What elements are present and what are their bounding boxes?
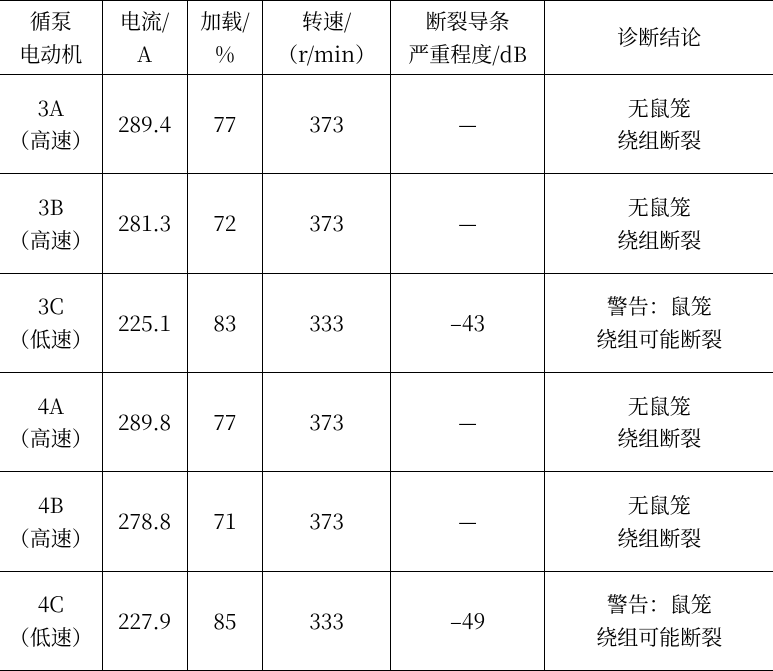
cell-diagnosis: 无鼠笼 绕组断裂 bbox=[545, 174, 773, 273]
cell-current: 278.8 bbox=[102, 472, 187, 571]
cell-speed: 333 bbox=[263, 273, 391, 372]
col-header-speed-l2: （r/min） bbox=[265, 38, 388, 71]
table-row: 4B （高速） 278.8 71 373 — 无鼠笼 绕组断裂 bbox=[0, 472, 773, 571]
col-header-diagnosis: 诊断结论 bbox=[545, 1, 773, 75]
cell-motor: 4A （高速） bbox=[0, 373, 102, 472]
col-header-load: 加载/ % bbox=[187, 1, 263, 75]
cell-diagnosis-l2: 绕组断裂 bbox=[547, 522, 771, 555]
cell-severity: — bbox=[390, 75, 545, 174]
cell-motor: 3C （低速） bbox=[0, 273, 102, 372]
cell-motor-l2: （高速） bbox=[2, 124, 100, 157]
cell-severity: –43 bbox=[390, 273, 545, 372]
cell-current: 289.8 bbox=[102, 373, 187, 472]
cell-motor: 3A （高速） bbox=[0, 75, 102, 174]
cell-load: 71 bbox=[187, 472, 263, 571]
cell-severity: — bbox=[390, 174, 545, 273]
cell-current: 227.9 bbox=[102, 571, 187, 670]
cell-diagnosis: 无鼠笼 绕组断裂 bbox=[545, 373, 773, 472]
col-header-speed: 转速/ （r/min） bbox=[263, 1, 391, 75]
col-header-speed-l1: 转速/ bbox=[265, 5, 388, 38]
cell-diagnosis-l2: 绕组可能断裂 bbox=[547, 621, 771, 654]
cell-motor-l1: 4C bbox=[2, 588, 100, 621]
col-header-current-l1: 电流/ bbox=[105, 5, 185, 38]
cell-speed: 373 bbox=[263, 373, 391, 472]
motor-diagnosis-table: 循泵 电动机 电流/ A 加载/ % 转速/ （r/min） 断裂导条 严重程度… bbox=[0, 0, 773, 671]
cell-motor-l2: （高速） bbox=[2, 422, 100, 455]
cell-severity: — bbox=[390, 472, 545, 571]
cell-motor-l1: 3A bbox=[2, 92, 100, 125]
cell-diagnosis-l1: 警告：鼠笼 bbox=[547, 588, 771, 621]
cell-diagnosis-l2: 绕组断裂 bbox=[547, 422, 771, 455]
cell-diagnosis: 无鼠笼 绕组断裂 bbox=[545, 472, 773, 571]
col-header-motor-l1: 循泵 bbox=[2, 5, 100, 38]
cell-diagnosis-l1: 无鼠笼 bbox=[547, 92, 771, 125]
cell-motor-l1: 3C bbox=[2, 290, 100, 323]
cell-load: 77 bbox=[187, 75, 263, 174]
table-row: 4C （低速） 227.9 85 333 –49 警告：鼠笼 绕组可能断裂 bbox=[0, 571, 773, 670]
cell-motor-l1: 3B bbox=[2, 191, 100, 224]
cell-load: 83 bbox=[187, 273, 263, 372]
col-header-current-l2: A bbox=[105, 38, 185, 71]
col-header-severity: 断裂导条 严重程度/dB bbox=[390, 1, 545, 75]
col-header-severity-l2: 严重程度/dB bbox=[393, 38, 543, 71]
cell-diagnosis-l1: 无鼠笼 bbox=[547, 489, 771, 522]
cell-diagnosis: 警告：鼠笼 绕组可能断裂 bbox=[545, 273, 773, 372]
table-row: 3B （高速） 281.3 72 373 — 无鼠笼 绕组断裂 bbox=[0, 174, 773, 273]
col-header-load-l2: % bbox=[190, 38, 261, 71]
cell-diagnosis-l2: 绕组断裂 bbox=[547, 124, 771, 157]
table-row: 3A （高速） 289.4 77 373 — 无鼠笼 绕组断裂 bbox=[0, 75, 773, 174]
col-header-severity-l1: 断裂导条 bbox=[393, 5, 543, 38]
cell-load: 77 bbox=[187, 373, 263, 472]
col-header-load-l1: 加载/ bbox=[190, 5, 261, 38]
cell-current: 289.4 bbox=[102, 75, 187, 174]
table-header-row: 循泵 电动机 电流/ A 加载/ % 转速/ （r/min） 断裂导条 严重程度… bbox=[0, 1, 773, 75]
cell-speed: 373 bbox=[263, 75, 391, 174]
table-row: 4A （高速） 289.8 77 373 — 无鼠笼 绕组断裂 bbox=[0, 373, 773, 472]
cell-diagnosis-l2: 绕组断裂 bbox=[547, 224, 771, 257]
cell-speed: 373 bbox=[263, 174, 391, 273]
cell-motor-l2: （低速） bbox=[2, 621, 100, 654]
cell-motor: 4C （低速） bbox=[0, 571, 102, 670]
cell-diagnosis: 无鼠笼 绕组断裂 bbox=[545, 75, 773, 174]
cell-motor-l1: 4A bbox=[2, 390, 100, 423]
cell-severity: –49 bbox=[390, 571, 545, 670]
cell-motor-l1: 4B bbox=[2, 489, 100, 522]
cell-motor-l2: （高速） bbox=[2, 522, 100, 555]
cell-motor-l2: （低速） bbox=[2, 323, 100, 356]
cell-diagnosis-l2: 绕组可能断裂 bbox=[547, 323, 771, 356]
cell-load: 72 bbox=[187, 174, 263, 273]
cell-motor-l2: （高速） bbox=[2, 224, 100, 257]
cell-diagnosis-l1: 警告：鼠笼 bbox=[547, 290, 771, 323]
cell-speed: 333 bbox=[263, 571, 391, 670]
cell-speed: 373 bbox=[263, 472, 391, 571]
col-header-diagnosis-l1: 诊断结论 bbox=[617, 22, 701, 52]
cell-diagnosis: 警告：鼠笼 绕组可能断裂 bbox=[545, 571, 773, 670]
cell-current: 225.1 bbox=[102, 273, 187, 372]
table-row: 3C （低速） 225.1 83 333 –43 警告：鼠笼 绕组可能断裂 bbox=[0, 273, 773, 372]
cell-diagnosis-l1: 无鼠笼 bbox=[547, 390, 771, 423]
cell-motor: 4B （高速） bbox=[0, 472, 102, 571]
cell-severity: — bbox=[390, 373, 545, 472]
cell-current: 281.3 bbox=[102, 174, 187, 273]
cell-load: 85 bbox=[187, 571, 263, 670]
col-header-motor-l2: 电动机 bbox=[2, 38, 100, 71]
col-header-current: 电流/ A bbox=[102, 1, 187, 75]
cell-motor: 3B （高速） bbox=[0, 174, 102, 273]
cell-diagnosis-l1: 无鼠笼 bbox=[547, 191, 771, 224]
col-header-motor: 循泵 电动机 bbox=[0, 1, 102, 75]
